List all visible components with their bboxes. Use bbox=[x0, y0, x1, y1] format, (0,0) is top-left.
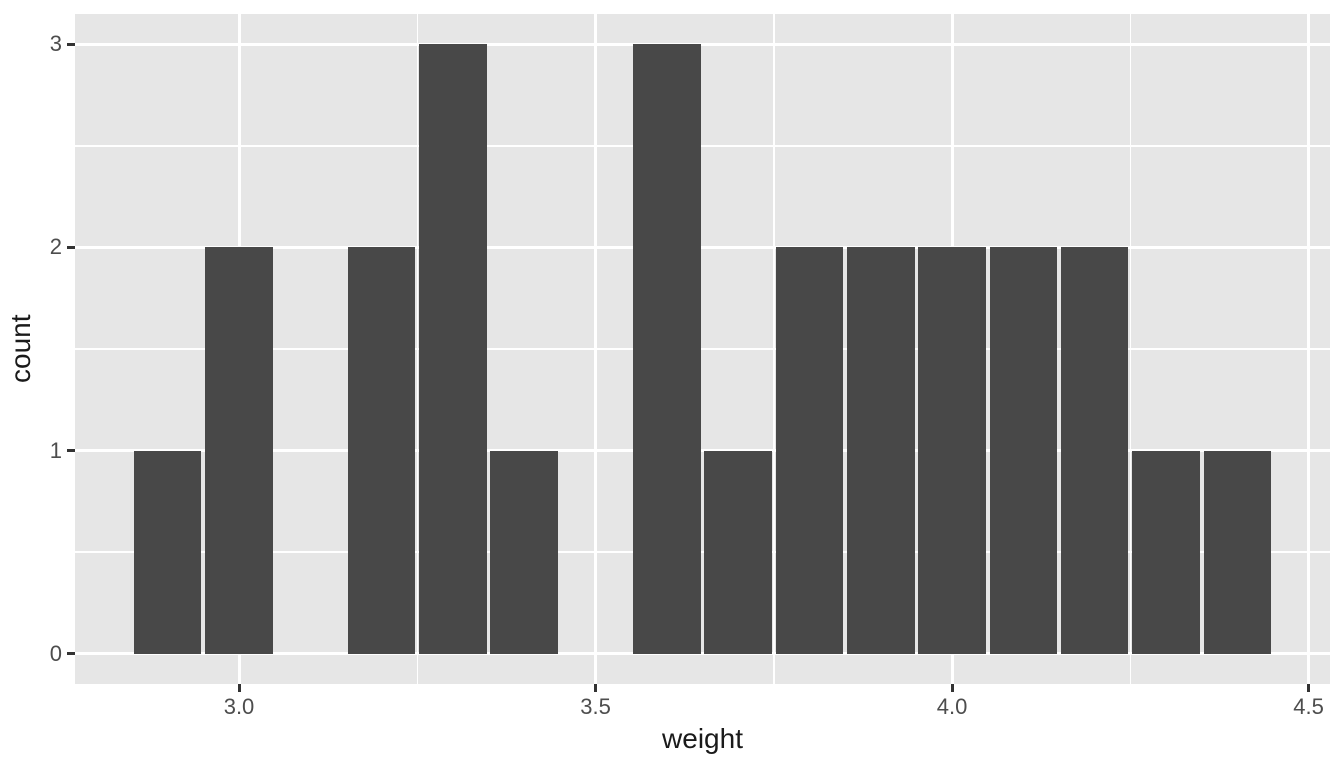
histogram-bar bbox=[133, 450, 202, 654]
histogram-bar bbox=[1060, 247, 1129, 654]
gridline-minor-horizontal bbox=[75, 145, 1330, 147]
histogram-bar bbox=[633, 44, 701, 654]
gridline-major-horizontal bbox=[75, 245, 1330, 249]
histogram-bar bbox=[490, 450, 558, 654]
y-tick-mark bbox=[67, 652, 75, 656]
x-tick-label: 3.5 bbox=[580, 694, 611, 719]
x-tick-label: 4.5 bbox=[1293, 694, 1324, 719]
y-tick-mark bbox=[67, 42, 75, 46]
x-tick-mark bbox=[237, 684, 241, 692]
gridline-minor-horizontal bbox=[75, 348, 1330, 350]
histogram-bar bbox=[704, 450, 772, 654]
histogram-bar bbox=[347, 247, 416, 654]
y-axis-title: count bbox=[5, 314, 36, 384]
plot-panel bbox=[75, 14, 1330, 684]
histogram-bar bbox=[1203, 450, 1272, 654]
x-axis-title: weight bbox=[662, 723, 743, 754]
y-tick-label: 0 bbox=[49, 640, 62, 666]
histogram-bar bbox=[918, 247, 986, 654]
histogram-bar bbox=[847, 247, 915, 654]
histogram-bar bbox=[419, 44, 487, 654]
gridline-major-horizontal bbox=[75, 449, 1330, 452]
x-tick-mark bbox=[594, 684, 598, 692]
histogram-bar bbox=[205, 247, 273, 654]
x-tick-mark bbox=[1307, 684, 1311, 692]
gridline-minor-vertical bbox=[1129, 14, 1132, 684]
x-tick-mark bbox=[950, 684, 954, 692]
gridline-major-vertical bbox=[594, 14, 598, 684]
x-tick-label: 4.0 bbox=[936, 694, 968, 719]
y-tick-label: 3 bbox=[49, 31, 62, 57]
histogram-bar bbox=[989, 247, 1058, 654]
gridline-major-vertical bbox=[1307, 14, 1311, 684]
histogram-bar bbox=[775, 247, 844, 654]
histogram-bar bbox=[1132, 450, 1200, 654]
y-tick-mark bbox=[67, 449, 75, 452]
gridline-major-horizontal bbox=[75, 42, 1330, 46]
gridline-minor-vertical bbox=[773, 14, 775, 684]
y-tick-mark bbox=[67, 245, 75, 249]
x-tick-label: 3.0 bbox=[223, 694, 255, 719]
y-tick-label: 1 bbox=[49, 437, 62, 463]
gridline-major-horizontal bbox=[75, 652, 1330, 656]
gridline-minor-vertical bbox=[416, 14, 419, 684]
y-tick-label: 2 bbox=[49, 234, 62, 260]
gridline-minor-horizontal bbox=[75, 551, 1330, 553]
